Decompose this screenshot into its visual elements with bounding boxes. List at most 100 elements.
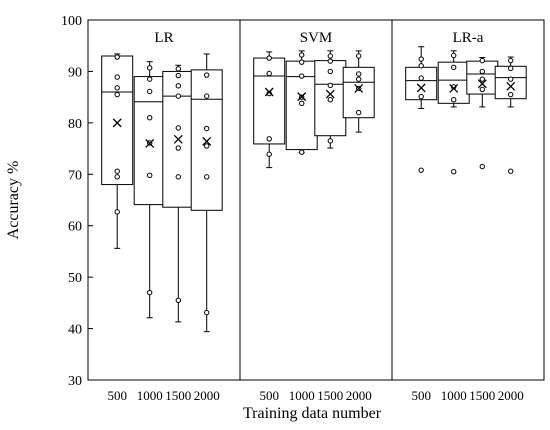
data-point	[266, 136, 272, 142]
mean-marker	[354, 83, 364, 93]
box-lr-a-500	[405, 46, 438, 173]
data-point	[299, 100, 305, 107]
data-point	[175, 83, 182, 89]
mean-marker	[297, 92, 307, 102]
data-point	[299, 59, 305, 65]
data-point	[175, 174, 182, 180]
x-tick-label: 2000	[194, 388, 220, 403]
mean-marker	[506, 81, 516, 91]
mean-marker-stroke	[449, 83, 459, 93]
plot-frame	[87, 19, 545, 381]
data-point	[327, 138, 333, 144]
data-point	[204, 72, 210, 78]
box-lr-a-1000	[437, 50, 470, 175]
mean-marker-stroke	[202, 136, 212, 146]
data-point	[175, 72, 182, 79]
x-tick-label: 1500	[469, 388, 495, 403]
mean-marker	[145, 138, 155, 148]
data-point	[327, 53, 333, 59]
panel-lr-a: LR-a 500 1000 1500 2000	[391, 20, 527, 403]
mean-marker-stroke	[173, 134, 183, 144]
panel-title: LR	[154, 30, 173, 46]
data-point	[204, 125, 210, 132]
y-tick-label: 100	[61, 14, 82, 29]
y-tick-label: 40	[68, 323, 82, 338]
x-tick-label: 500	[107, 388, 127, 403]
data-point	[508, 91, 514, 98]
data-point	[299, 149, 305, 155]
data-point	[175, 93, 182, 99]
x-tick-label: 2000	[498, 388, 524, 403]
x-tick-label: 1000	[137, 388, 163, 403]
data-point	[114, 91, 120, 98]
y-tick-label: 60	[68, 220, 82, 235]
box-svm-1500	[314, 50, 347, 149]
mean-marker-stroke	[416, 83, 426, 93]
data-point	[147, 289, 153, 296]
y-tick-label: 80	[68, 117, 82, 132]
mean-marker-stroke	[325, 89, 335, 99]
data-point	[114, 209, 120, 215]
data-point	[204, 174, 210, 180]
mean-marker-stroke	[506, 81, 516, 91]
mean-marker-stroke	[264, 87, 274, 97]
box-lr-500	[101, 53, 134, 249]
mean-marker-stroke	[477, 79, 487, 89]
y-tick-label: 70	[68, 168, 82, 183]
x-tick-label: 2000	[346, 388, 372, 403]
data-point	[479, 68, 485, 75]
data-point	[175, 66, 182, 72]
panel-lr: LR 500 1000 1500 2000	[101, 30, 223, 403]
mean-marker	[202, 136, 212, 146]
x-axis-label: Training data number	[243, 405, 382, 422]
data-point	[114, 174, 120, 180]
data-point	[451, 64, 457, 71]
data-point	[508, 65, 514, 72]
data-point	[114, 168, 120, 174]
data-point	[204, 93, 210, 99]
data-point	[508, 76, 514, 82]
panel-title: SVM	[300, 30, 333, 46]
y-tick-label: 30	[68, 374, 82, 389]
data-point	[451, 52, 457, 59]
data-point	[479, 163, 485, 170]
data-point	[299, 52, 305, 58]
data-point	[479, 76, 485, 82]
data-point	[266, 70, 272, 77]
box-body	[190, 69, 223, 211]
mean-marker-stroke	[297, 92, 307, 102]
data-point	[114, 54, 120, 60]
data-point	[147, 88, 153, 95]
data-point	[204, 309, 210, 316]
data-point	[418, 167, 424, 173]
data-point	[147, 115, 153, 121]
box-lr-a-1500	[466, 57, 499, 170]
data-point	[356, 109, 362, 116]
mean-marker	[173, 134, 183, 144]
data-point	[175, 125, 182, 131]
x-tick-label: 1000	[441, 388, 467, 403]
mean-marker-stroke	[145, 138, 155, 148]
x-tick-label: 500	[411, 388, 431, 403]
data-point	[356, 71, 362, 77]
data-point	[418, 75, 424, 81]
panel-svm: SVM 500 1000 1500 2000	[239, 20, 375, 403]
mean-marker	[416, 83, 426, 93]
data-point	[418, 56, 424, 62]
mean-marker-stroke	[112, 118, 122, 128]
data-point	[451, 97, 457, 103]
axes: 30 40 50 60 70 80 90 100	[61, 14, 93, 389]
data-point	[266, 55, 272, 61]
data-point	[327, 97, 333, 103]
box-svm-2000	[342, 50, 375, 133]
data-point	[147, 65, 153, 71]
x-tick-label: 1000	[289, 388, 315, 403]
data-point	[451, 169, 457, 175]
data-point	[327, 58, 333, 64]
data-point	[114, 85, 120, 91]
data-point	[175, 297, 182, 303]
data-point	[327, 82, 333, 89]
mean-marker-stroke	[354, 83, 364, 93]
